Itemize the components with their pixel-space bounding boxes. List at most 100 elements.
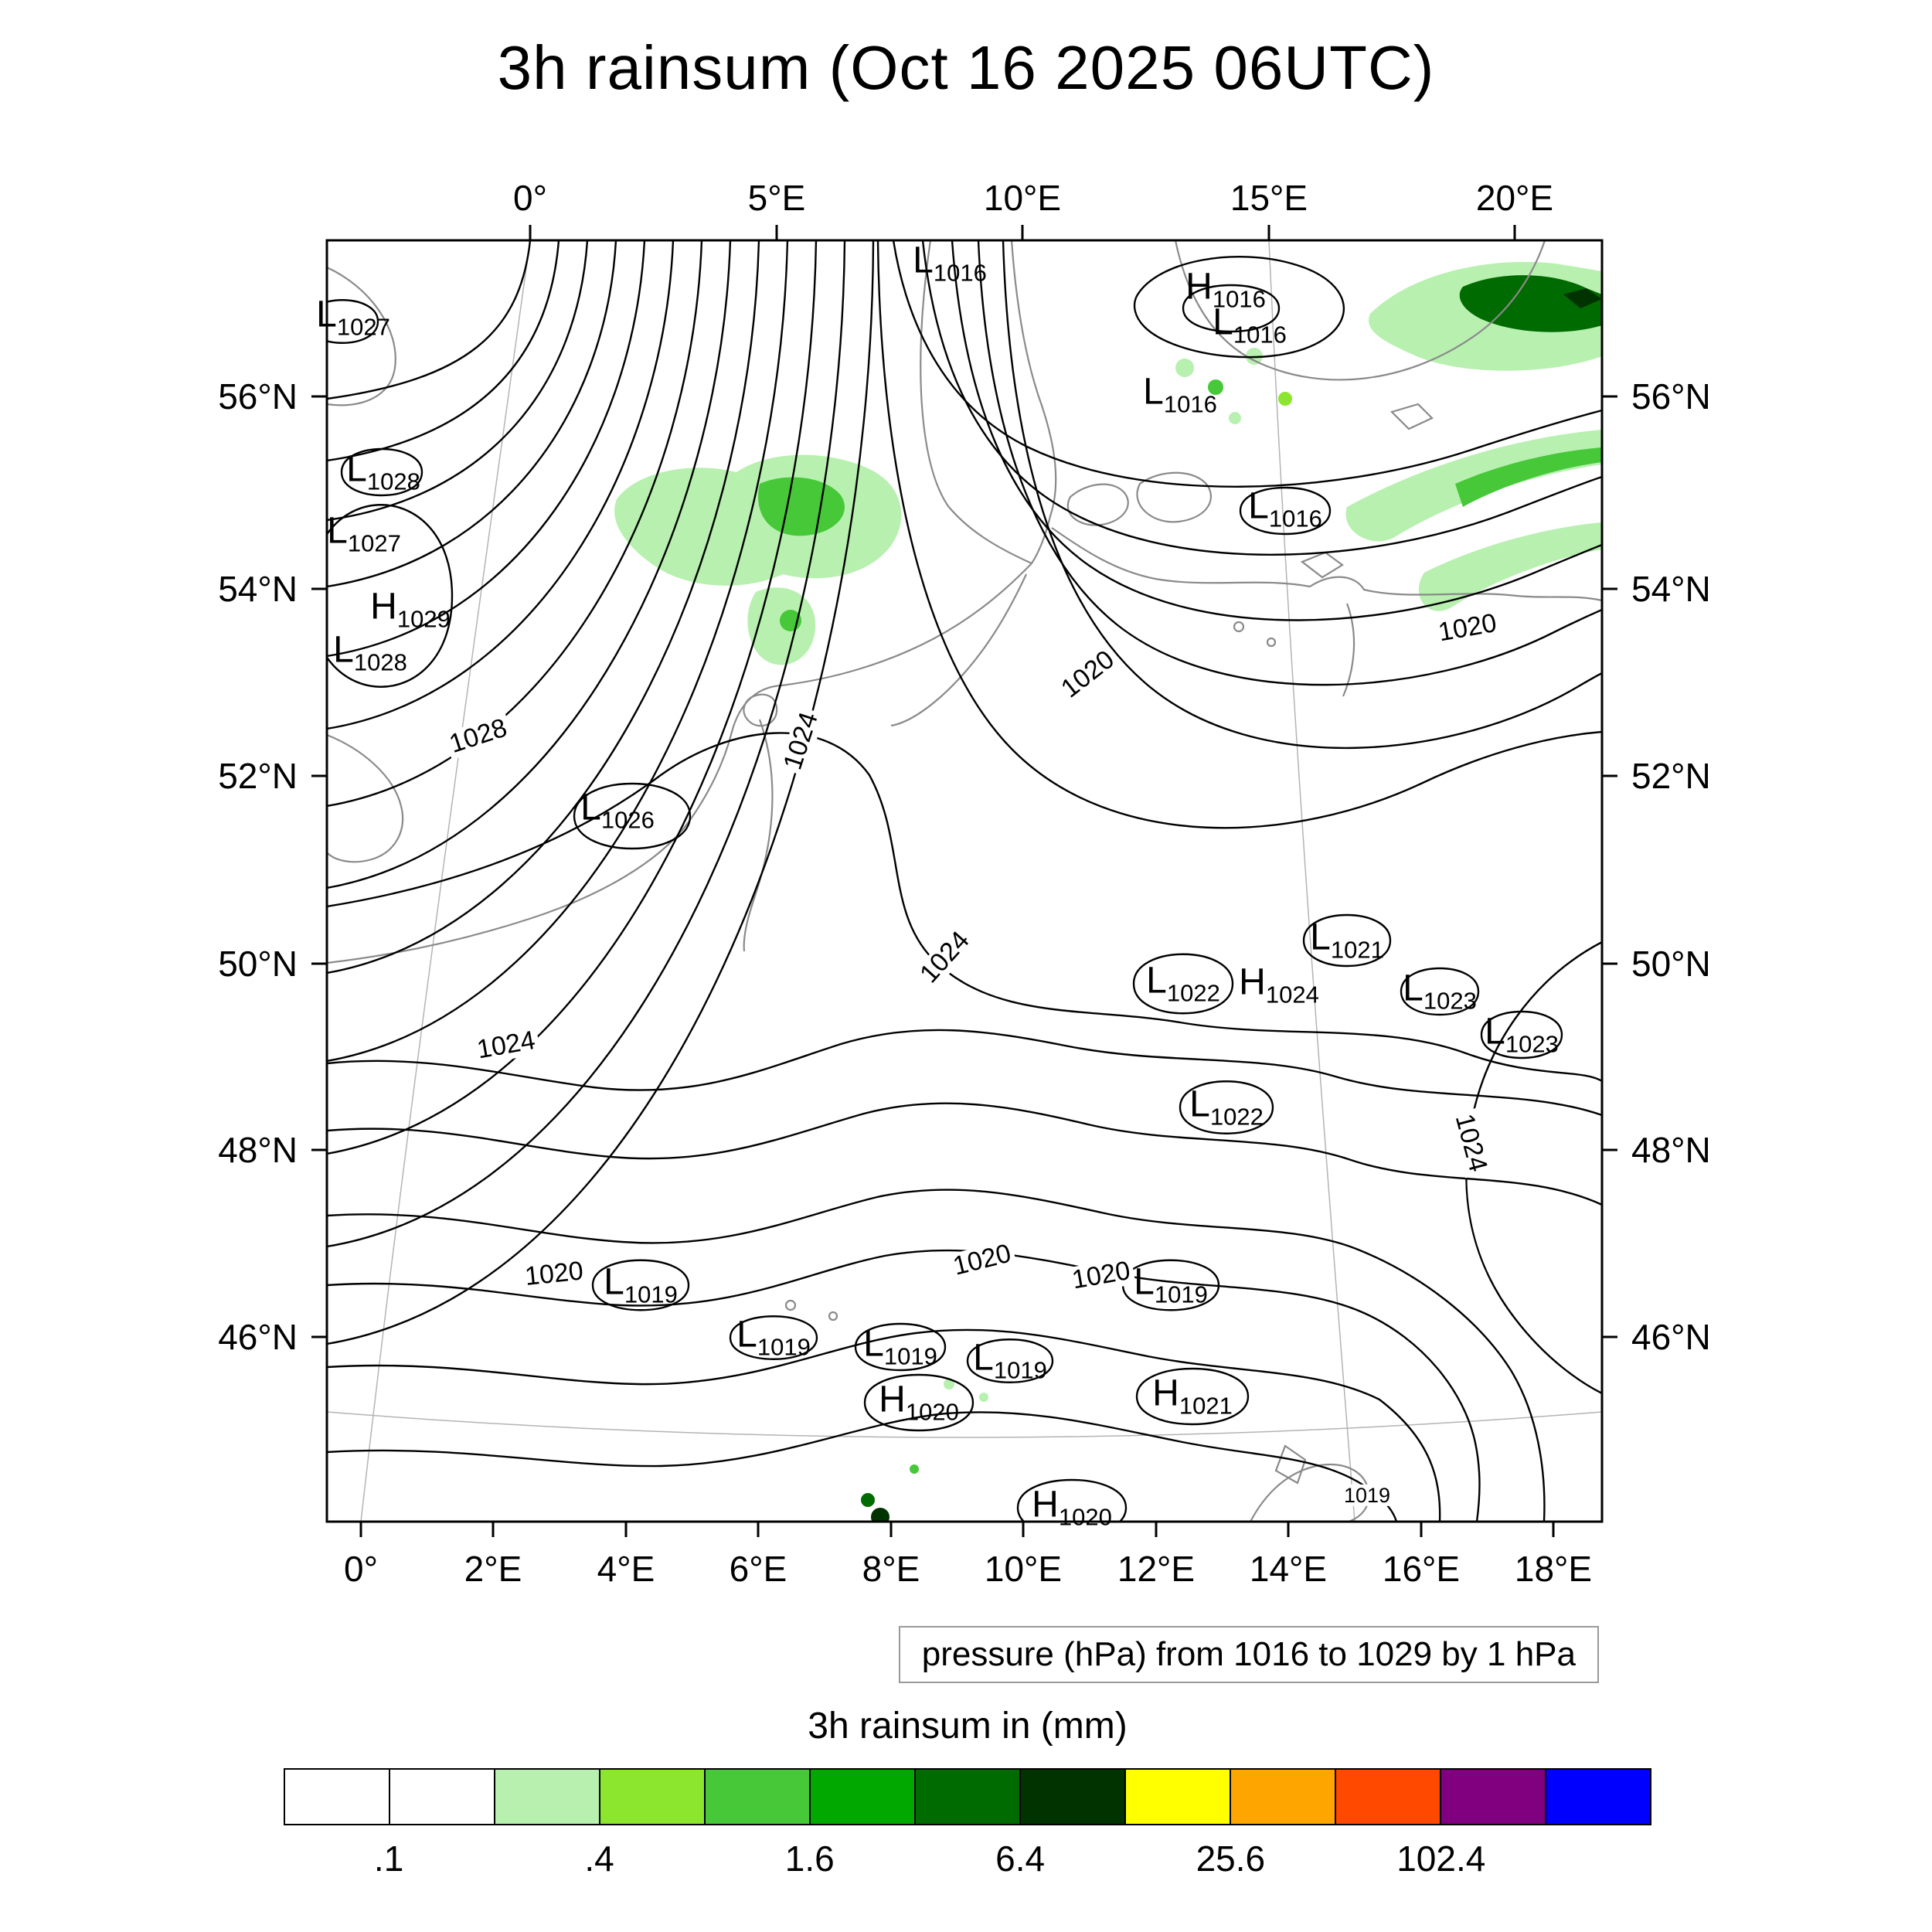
rain-shading-layer — [614, 261, 1602, 1522]
pressure-value: 1027 — [347, 529, 401, 557]
axis-tick-right — [1602, 962, 1617, 965]
axis-label-bottom: 12°E — [1117, 1549, 1196, 1589]
axis-tick-bottom — [1552, 1522, 1555, 1537]
pressure-letter: H — [370, 586, 397, 628]
axis-tick-right — [1602, 1148, 1617, 1151]
pressure-value: 1028 — [366, 468, 420, 495]
pressure-value: 1026 — [600, 806, 655, 834]
pressure-center-l: L1027 — [316, 294, 390, 341]
page-title: 3h rainsum (Oct 16 2025 06UTC) — [497, 33, 1435, 102]
axis-label-bottom: 16°E — [1382, 1549, 1461, 1589]
colorbar-segment — [706, 1770, 811, 1824]
axis-tick-top — [1267, 225, 1270, 240]
pressure-center-l: L1026 — [580, 789, 655, 834]
pressure-center-l: L1019 — [973, 1339, 1047, 1384]
pressure-center-l: L1028 — [333, 631, 407, 674]
axis-tick-top — [529, 225, 532, 240]
pressure-center-l: L1023 — [1403, 968, 1477, 1012]
colorbar-segment — [1546, 1770, 1650, 1824]
pressure-letter: L — [1213, 301, 1233, 343]
colorbar-segment — [1021, 1770, 1126, 1824]
axis-tick-left — [311, 587, 327, 590]
colorbar-tick-label: .4 — [584, 1838, 614, 1879]
map-plot-area: 0° 5°E 10°E 15°E 20°E 0° 2°E 4°E 6°E 8°E 10°E 12°E 1… — [218, 178, 1711, 1589]
pressure-value: 1027 — [336, 313, 390, 341]
pressure-center-l: L1016 — [1213, 301, 1287, 346]
pressure-value: 1016 — [1212, 285, 1266, 313]
colorbar-segment — [811, 1770, 916, 1824]
pressure-value: 1024 — [1265, 981, 1319, 1009]
colorbar-title: 3h rainsum in (mm) — [808, 1706, 1128, 1747]
axis-label-bottom: 10°E — [984, 1549, 1063, 1589]
pressure-letter: H — [1239, 961, 1266, 1003]
pressure-center-h: H1020 — [879, 1381, 959, 1426]
pressure-letter: H — [1152, 1372, 1179, 1414]
axis-label-bottom: 0° — [344, 1549, 378, 1589]
pressure-center-l: L1027 — [327, 512, 401, 557]
pressure-value: 1021 — [1179, 1392, 1233, 1420]
pressure-value: 1019 — [1154, 1281, 1208, 1308]
colorbar-segment — [1126, 1770, 1231, 1824]
pressure-letter: L — [1403, 968, 1423, 1009]
pressure-center-l: L1016 — [1248, 485, 1322, 530]
pressure-center-l: L1019 — [1134, 1261, 1208, 1308]
axis-label-right: 50°N — [1631, 944, 1711, 984]
axis-tick-bottom — [1287, 1522, 1290, 1537]
colorbar-tick-labels: .1 .4 1.6 6.4 25.6 102.4 — [284, 1838, 1651, 1884]
pressure-center-l: L1021 — [1310, 919, 1384, 964]
colorbar-tick-label: .1 — [373, 1838, 404, 1879]
axis-tick-top — [1513, 225, 1516, 240]
graticule-layer — [327, 240, 1602, 1522]
pressure-letter: L — [346, 448, 367, 490]
axis-tick-top — [775, 225, 778, 240]
pressure-center-l: L1022 — [1146, 962, 1220, 1005]
axis-label-left: 52°N — [218, 756, 298, 796]
axis-label-bottom: 14°E — [1249, 1549, 1328, 1589]
pressure-letter: H — [1185, 266, 1213, 308]
axis-tick-bottom — [492, 1522, 495, 1537]
colorbar — [284, 1768, 1651, 1825]
axis-tick-bottom — [1022, 1522, 1025, 1537]
map-frame — [325, 239, 1604, 1523]
pressure-letter: L — [1485, 1011, 1505, 1053]
axis-tick-left — [311, 1335, 327, 1338]
pressure-center-l: L1022 — [1189, 1086, 1264, 1128]
axis-tick-right — [1602, 774, 1617, 777]
pressure-value: 1016 — [933, 259, 987, 287]
colorbar-segment — [285, 1770, 390, 1824]
axis-label-top: 15°E — [1230, 178, 1308, 218]
contour-label: 1019 — [1340, 1484, 1394, 1506]
pressure-value: 1019 — [757, 1333, 811, 1361]
pressure-value: 1019 — [993, 1356, 1047, 1384]
colorbar-segment — [495, 1770, 600, 1824]
pressure-value: 1023 — [1505, 1030, 1559, 1058]
pressure-letter: L — [1248, 485, 1269, 527]
coastline-layer — [327, 240, 1602, 1522]
axis-label-top: 10°E — [983, 178, 1062, 218]
axis-label-bottom: 18°E — [1514, 1549, 1593, 1589]
axis-tick-left — [311, 962, 327, 965]
pressure-letter: L — [1134, 1261, 1155, 1303]
pressure-letter: L — [913, 240, 934, 281]
pressure-center-h: H1029 — [370, 586, 451, 633]
pressure-letter: L — [316, 294, 337, 335]
colorbar-segment — [1336, 1770, 1441, 1824]
axis-label-left: 54°N — [218, 569, 298, 609]
colorbar-tick-label: 102.4 — [1396, 1838, 1486, 1879]
axis-label-left: 46°N — [218, 1317, 298, 1357]
pressure-center-l: L1019 — [863, 1325, 937, 1368]
axis-label-left: 50°N — [218, 944, 298, 984]
axis-label-right: 56°N — [1631, 376, 1711, 417]
axis-label-bottom: 8°E — [862, 1549, 920, 1589]
colorbar-segment — [1441, 1770, 1546, 1824]
pressure-center-h: H1021 — [1152, 1372, 1233, 1420]
pressure-value: 1020 — [905, 1398, 959, 1426]
axis-tick-bottom — [889, 1522, 893, 1537]
colorbar-tick-label: 1.6 — [784, 1838, 835, 1879]
pressure-letter: L — [736, 1314, 757, 1355]
pressure-value: 1029 — [396, 605, 451, 633]
axis-tick-bottom — [359, 1522, 362, 1537]
pressure-value: 1021 — [1330, 936, 1384, 964]
pressure-center-h: H1024 — [1239, 961, 1319, 1009]
pressure-center-h: H1020 — [1032, 1486, 1112, 1529]
